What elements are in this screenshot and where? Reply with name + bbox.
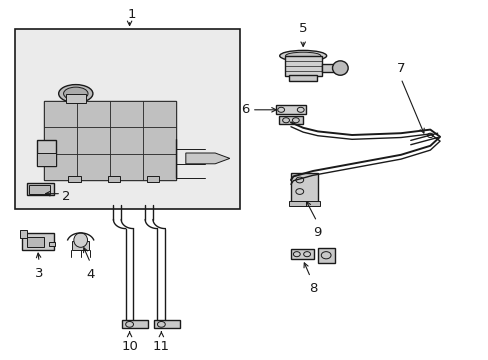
Ellipse shape [74, 233, 87, 247]
Bar [20, 230, 27, 238]
Bar [37, 153, 56, 166]
Ellipse shape [279, 50, 326, 61]
Bar [290, 173, 317, 202]
Bar [122, 320, 148, 328]
Text: 2: 2 [61, 190, 70, 203]
Bar [290, 249, 314, 259]
Bar [66, 94, 85, 103]
Bar [44, 154, 77, 180]
Bar [29, 185, 50, 194]
Text: 10: 10 [121, 340, 138, 353]
Bar [77, 127, 110, 154]
Ellipse shape [63, 87, 88, 100]
Polygon shape [185, 153, 229, 164]
Bar [77, 154, 110, 180]
Bar [110, 154, 142, 180]
Bar [44, 101, 77, 127]
Text: 9: 9 [312, 226, 321, 239]
Ellipse shape [285, 52, 320, 59]
Bar [44, 101, 176, 180]
Ellipse shape [59, 85, 93, 103]
Bar [107, 176, 120, 182]
Bar [77, 101, 110, 127]
Bar [68, 176, 81, 182]
Bar [142, 154, 176, 180]
Bar [317, 248, 334, 263]
Bar [110, 127, 142, 154]
Bar [27, 237, 44, 247]
Bar [22, 233, 54, 250]
Bar [289, 75, 316, 81]
Bar [44, 127, 77, 154]
Bar [142, 127, 176, 154]
Bar [49, 242, 55, 246]
Text: 1: 1 [127, 8, 136, 21]
Text: 8: 8 [308, 282, 317, 295]
Bar [27, 183, 54, 195]
Text: 5: 5 [298, 22, 307, 35]
Bar [276, 105, 305, 114]
Bar [110, 101, 142, 127]
Text: 3: 3 [35, 267, 43, 280]
Bar [37, 140, 56, 166]
Text: 6: 6 [241, 103, 249, 116]
Bar [15, 29, 239, 209]
Bar [153, 320, 180, 328]
Text: 4: 4 [86, 268, 95, 281]
Bar [288, 201, 320, 206]
Ellipse shape [332, 61, 347, 75]
Bar [142, 101, 176, 127]
Bar [146, 176, 159, 182]
Bar [278, 116, 303, 124]
Bar [284, 56, 321, 76]
Bar [321, 64, 340, 72]
Text: 7: 7 [396, 62, 405, 75]
Text: 11: 11 [153, 340, 169, 353]
Bar [72, 241, 89, 250]
